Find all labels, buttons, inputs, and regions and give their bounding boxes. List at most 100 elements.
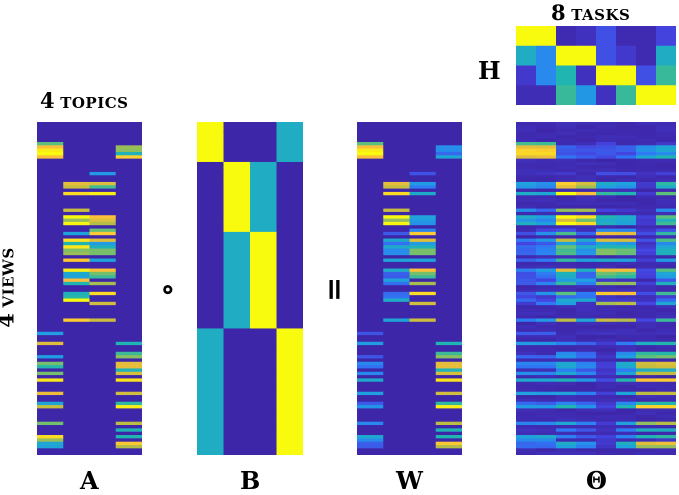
Theta-cell — [596, 168, 617, 173]
A-cell — [63, 315, 90, 319]
A-cell — [63, 351, 90, 356]
Theta-cell — [656, 258, 676, 263]
A-cell — [37, 431, 64, 436]
A-cell — [89, 125, 117, 130]
B-cell — [276, 348, 303, 353]
Theta-cell — [636, 125, 657, 130]
B-cell — [197, 388, 224, 393]
A-cell — [115, 278, 142, 283]
Theta-cell — [636, 398, 657, 403]
B-cell — [223, 188, 251, 193]
Theta-cell — [656, 378, 676, 383]
W-cell — [357, 185, 384, 190]
A-cell — [63, 211, 90, 216]
B-cell — [250, 151, 277, 156]
Theta-cell — [616, 211, 637, 216]
W-cell — [435, 141, 462, 146]
Theta-cell — [516, 418, 537, 423]
Theta-cell — [616, 171, 637, 176]
B-cell — [276, 181, 303, 186]
B-cell — [250, 391, 277, 396]
W-cell — [357, 171, 384, 176]
A-cell — [115, 378, 142, 383]
W-cell — [435, 175, 462, 180]
A-cell — [115, 135, 142, 140]
Theta-cell — [576, 221, 597, 226]
A-cell — [115, 181, 142, 186]
W-cell — [409, 345, 437, 349]
B-cell — [197, 195, 224, 200]
Theta-cell — [596, 235, 617, 240]
A-cell — [37, 358, 64, 363]
Theta-cell — [516, 278, 537, 283]
W-cell — [435, 178, 462, 183]
Theta-cell — [576, 205, 597, 210]
A-cell — [63, 285, 90, 289]
Theta-cell — [556, 151, 577, 156]
W-cell — [435, 225, 462, 230]
B-cell — [223, 198, 251, 203]
A-cell — [115, 381, 142, 386]
B-cell — [197, 401, 224, 406]
B-cell — [250, 411, 277, 416]
Theta-cell — [536, 261, 557, 266]
A-cell — [89, 185, 117, 190]
W-cell — [357, 391, 384, 396]
B-cell — [223, 408, 251, 413]
Theta-cell — [636, 355, 657, 359]
Theta-cell — [596, 218, 617, 223]
A-cell — [37, 148, 64, 153]
A-cell — [63, 308, 90, 313]
A-cell — [115, 191, 142, 196]
B-cell — [250, 368, 277, 373]
A-cell — [89, 218, 117, 223]
B-cell — [276, 318, 303, 323]
W-cell — [409, 431, 437, 436]
W-cell — [435, 218, 462, 223]
W-cell — [383, 268, 410, 273]
Theta-cell — [516, 388, 537, 393]
W-cell — [409, 122, 437, 126]
B-cell — [250, 168, 277, 173]
Theta-cell — [536, 265, 557, 270]
Theta-cell — [656, 341, 676, 346]
H-cell — [616, 85, 637, 105]
Theta-cell — [556, 191, 577, 196]
W-cell — [357, 195, 384, 200]
Theta-cell — [616, 398, 637, 403]
W-cell — [409, 378, 437, 383]
Theta-cell — [636, 281, 657, 286]
B-cell — [223, 178, 251, 183]
B-cell — [197, 421, 224, 426]
Theta-cell — [636, 285, 657, 289]
B-cell — [223, 158, 251, 163]
A-cell — [115, 291, 142, 296]
W-cell — [357, 328, 384, 333]
Theta-cell — [536, 238, 557, 243]
Theta-cell — [596, 401, 617, 406]
W-cell — [409, 331, 437, 336]
Theta-cell — [536, 328, 557, 333]
A-cell — [115, 255, 142, 260]
B-cell — [223, 388, 251, 393]
Theta-cell — [536, 201, 557, 206]
B-cell — [223, 428, 251, 433]
Theta-matrix-heatmap — [516, 122, 676, 455]
A-cell — [37, 438, 64, 443]
B-cell — [250, 201, 277, 206]
B-cell — [223, 445, 251, 449]
Theta-cell — [596, 208, 617, 213]
W-cell — [409, 145, 437, 150]
W-cell — [409, 261, 437, 266]
Theta-cell — [616, 225, 637, 230]
Theta-cell — [536, 198, 557, 203]
B-cell — [250, 258, 277, 263]
Theta-cell — [656, 271, 676, 276]
B-cell — [250, 328, 277, 333]
Theta-cell — [636, 345, 657, 349]
B-cell — [276, 208, 303, 213]
Theta-cell — [656, 398, 676, 403]
Theta-cell — [636, 158, 657, 163]
Theta-cell — [596, 165, 617, 170]
Theta-cell — [616, 175, 637, 180]
